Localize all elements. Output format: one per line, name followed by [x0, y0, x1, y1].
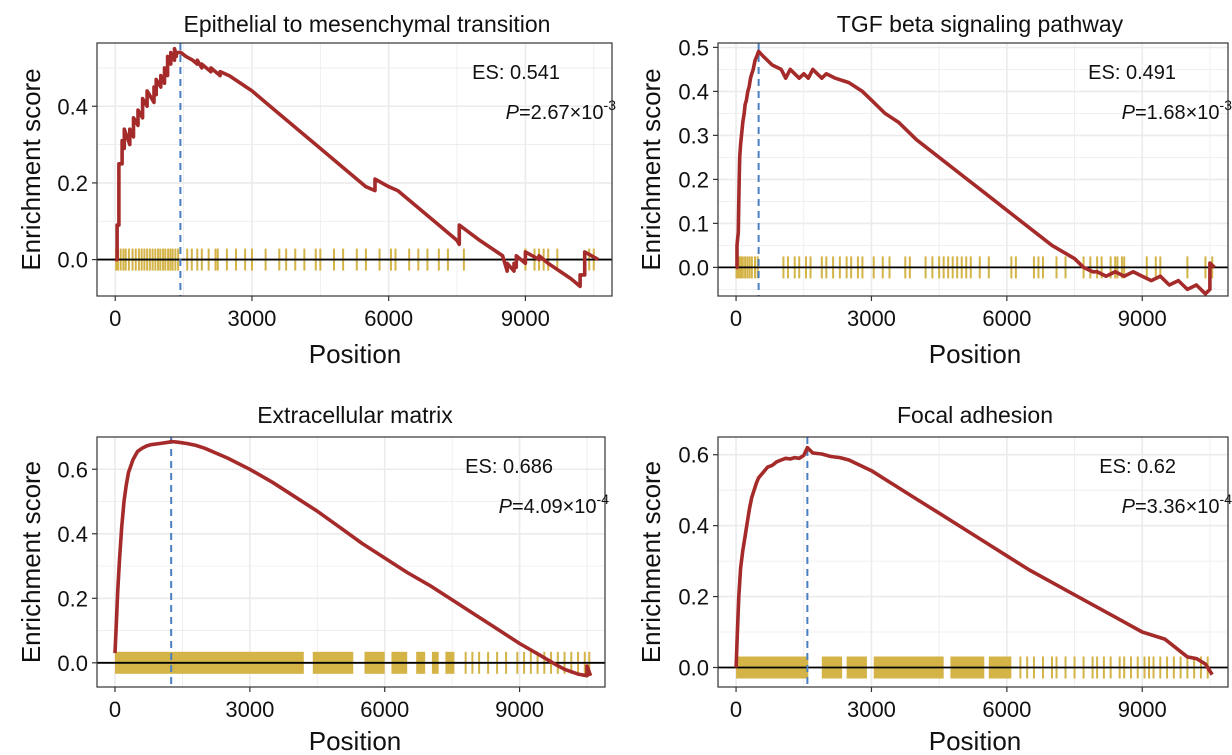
- panel-border: [717, 42, 1229, 297]
- x-axis-label: Position: [309, 339, 402, 369]
- x-tick-label: 6000: [982, 306, 1031, 331]
- x-tick-label: 9000: [1118, 306, 1167, 331]
- x-axis-label: Position: [929, 339, 1022, 369]
- x-tick-label: 9000: [1118, 697, 1167, 722]
- p-value-exponent: -4: [597, 491, 610, 507]
- x-tick-label: 9000: [501, 306, 550, 331]
- panel-border: [96, 42, 613, 297]
- y-tick-label: 0.0: [678, 655, 709, 680]
- y-tick-label: 0.4: [678, 514, 709, 539]
- y-tick-label: 0.2: [57, 171, 88, 196]
- x-tick-label: 3000: [225, 697, 274, 722]
- p-value-base: 10: [581, 102, 603, 124]
- y-tick-label: 0.6: [678, 443, 709, 468]
- y-tick-label: 0.4: [678, 79, 709, 104]
- p-value-annotation: P=1.68×10-3: [1122, 97, 1232, 124]
- chart-title: Focal adhesion: [897, 402, 1053, 428]
- chart-panel-1: 0 3000 6000 9000 0.0 0.2 0.4 Epithelial to mese…: [16, 11, 616, 369]
- y-tick-label: 0.5: [678, 35, 709, 60]
- p-symbol: P: [499, 496, 513, 518]
- p-value-exponent: -4: [1220, 491, 1232, 507]
- enrichment-curve: [735, 49, 1216, 296]
- x-tick-label: 3000: [847, 697, 896, 722]
- es-annotation: ES: 0.541: [472, 62, 560, 84]
- p-value-base: 10: [1197, 496, 1219, 518]
- enrichment-curve: [113, 439, 593, 678]
- p-value-number: =4.09: [512, 496, 563, 518]
- y-tick-label: 0.2: [678, 585, 709, 610]
- y-tick-label: 0.2: [57, 586, 88, 611]
- p-value-times: ×: [570, 102, 582, 124]
- x-tick-label: 0: [730, 306, 742, 331]
- enrichment-curve: [115, 46, 600, 289]
- panel-border: [717, 436, 1229, 688]
- p-value-number: =3.36: [1135, 496, 1186, 518]
- y-tick-label: 0.0: [57, 248, 88, 273]
- y-tick-label: 0.1: [678, 211, 709, 236]
- y-tick-label: 0.3: [678, 123, 709, 148]
- p-value-exponent: -3: [604, 97, 617, 113]
- chart-panel-2: 0 3000 6000 9000 0.0 0.1 0.2 0.3 0.4 0.5 TGF beta …: [636, 11, 1232, 369]
- es-annotation: ES: 0.686: [465, 456, 553, 478]
- y-tick-label: 0.2: [678, 167, 709, 192]
- x-tick-label: 3000: [847, 306, 896, 331]
- p-symbol: P: [1122, 102, 1136, 124]
- p-symbol: P: [506, 102, 520, 124]
- p-value-number: =2.67: [519, 102, 570, 124]
- x-tick-label: 0: [109, 306, 121, 331]
- x-tick-label: 3000: [227, 306, 276, 331]
- p-value-annotation: P=4.09×10-4: [499, 491, 610, 518]
- enrichment-curve: [734, 445, 1214, 676]
- p-value-annotation: P=2.67×10-3: [506, 97, 617, 124]
- chart-title: TGF beta signaling pathway: [837, 11, 1124, 37]
- p-value-base: 10: [1197, 102, 1219, 124]
- p-value-times: ×: [563, 496, 575, 518]
- chart-title: Epithelial to mesenchymal transition: [184, 11, 551, 37]
- x-tick-label: 6000: [982, 697, 1031, 722]
- x-tick-label: 6000: [364, 306, 413, 331]
- p-value-base: 10: [574, 496, 596, 518]
- y-tick-label: 0.0: [57, 651, 88, 676]
- x-axis-label: Position: [309, 726, 402, 755]
- y-tick-label: 0.6: [57, 457, 88, 482]
- x-tick-label: 9000: [495, 697, 544, 722]
- x-tick-label: 0: [109, 697, 121, 722]
- y-axis-label: Enrichment score: [636, 68, 666, 270]
- y-tick-label: 0.0: [678, 255, 709, 280]
- x-axis-label: Position: [929, 726, 1022, 755]
- es-annotation: ES: 0.491: [1088, 62, 1176, 84]
- p-value-times: ×: [1186, 496, 1198, 518]
- y-axis-label: Enrichment score: [636, 461, 666, 663]
- chart-title: Extracellular matrix: [257, 402, 453, 428]
- chart-panel-3: 0 3000 6000 9000 0.0 0.2 0.4 0.6 Extracellular m…: [16, 402, 609, 755]
- panel-border: [96, 436, 606, 688]
- p-value-number: =1.68: [1135, 102, 1186, 124]
- es-annotation: ES: 0.62: [1099, 456, 1176, 478]
- y-tick-label: 0.4: [57, 94, 88, 119]
- p-symbol: P: [1122, 496, 1136, 518]
- y-tick-label: 0.4: [57, 522, 88, 547]
- p-value-annotation: P=3.36×10-4: [1122, 491, 1232, 518]
- y-axis-label: Enrichment score: [16, 68, 46, 270]
- p-value-times: ×: [1186, 102, 1198, 124]
- p-value-exponent: -3: [1220, 97, 1232, 113]
- x-tick-label: 6000: [360, 697, 409, 722]
- y-axis-label: Enrichment score: [16, 461, 46, 663]
- x-tick-label: 0: [730, 697, 742, 722]
- chart-panel-4: 0 3000 6000 9000 0.0 0.2 0.4 0.6 Focal adhesion P…: [636, 402, 1232, 755]
